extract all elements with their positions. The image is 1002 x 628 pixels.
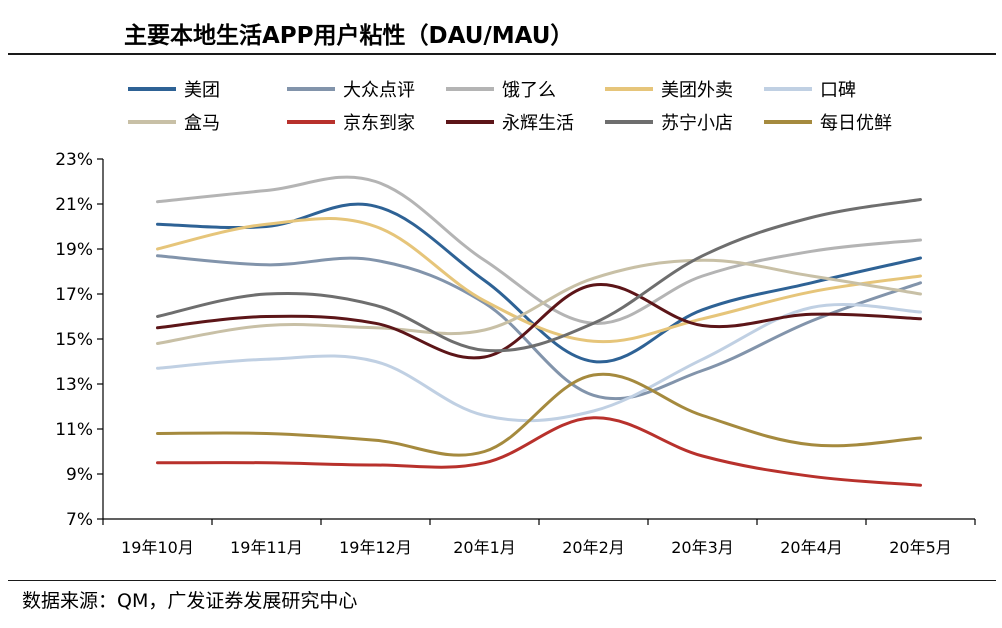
x-tick-label: 20年4月 xyxy=(780,538,843,557)
y-tick-label: 19% xyxy=(55,240,93,260)
y-tick-label: 21% xyxy=(55,195,93,215)
legend-label: 每日优鲜 xyxy=(820,113,892,134)
legend-label: 大众点评 xyxy=(343,80,415,101)
series-line xyxy=(156,175,922,325)
series-line xyxy=(156,254,922,401)
x-tick-label: 20年2月 xyxy=(562,538,625,557)
legend-label: 美团外卖 xyxy=(661,80,733,101)
series-line xyxy=(156,416,922,487)
legend-label: 永辉生活 xyxy=(502,113,574,134)
y-tick-label: 11% xyxy=(55,420,93,440)
x-tick-label: 20年5月 xyxy=(889,538,952,557)
series-line xyxy=(156,202,922,364)
series-line xyxy=(156,198,922,353)
y-tick-label: 15% xyxy=(55,330,93,350)
legend-label: 京东到家 xyxy=(343,113,415,134)
x-tick-label: 19年12月 xyxy=(339,538,412,557)
chart-axes: 7% 9% 11% 13% 15% 17% 19% 21% 23% 19年10月 19年11月 19年… xyxy=(55,150,976,557)
y-tick-label: 7% xyxy=(66,510,93,530)
chart-title: 主要本地生活APP用户粘性（DAU/MAU） xyxy=(124,23,574,49)
legend-label: 口碑 xyxy=(820,80,856,101)
x-tick-label: 20年3月 xyxy=(671,538,734,557)
x-tick-label: 20年1月 xyxy=(453,538,516,557)
legend-label: 盒马 xyxy=(184,113,220,134)
source-note: 数据来源：QM，广发证券发展研究中心 xyxy=(22,590,358,612)
legend-label: 饿了么 xyxy=(502,80,556,101)
x-tick-label: 19年10月 xyxy=(121,538,194,557)
chart-series-lines xyxy=(156,175,922,487)
y-tick-label: 17% xyxy=(55,285,93,305)
series-line xyxy=(156,258,922,345)
source-divider xyxy=(8,580,996,581)
series-line xyxy=(156,283,922,360)
title-divider xyxy=(8,53,996,55)
x-tick-label: 19年11月 xyxy=(230,538,303,557)
y-tick-label: 13% xyxy=(55,375,93,395)
series-line xyxy=(156,372,922,457)
y-tick-label: 23% xyxy=(55,150,93,170)
y-tick-label: 9% xyxy=(66,465,93,485)
legend-label: 苏宁小店 xyxy=(661,113,733,134)
series-line xyxy=(156,303,922,423)
legend-label: 美团 xyxy=(184,80,220,101)
